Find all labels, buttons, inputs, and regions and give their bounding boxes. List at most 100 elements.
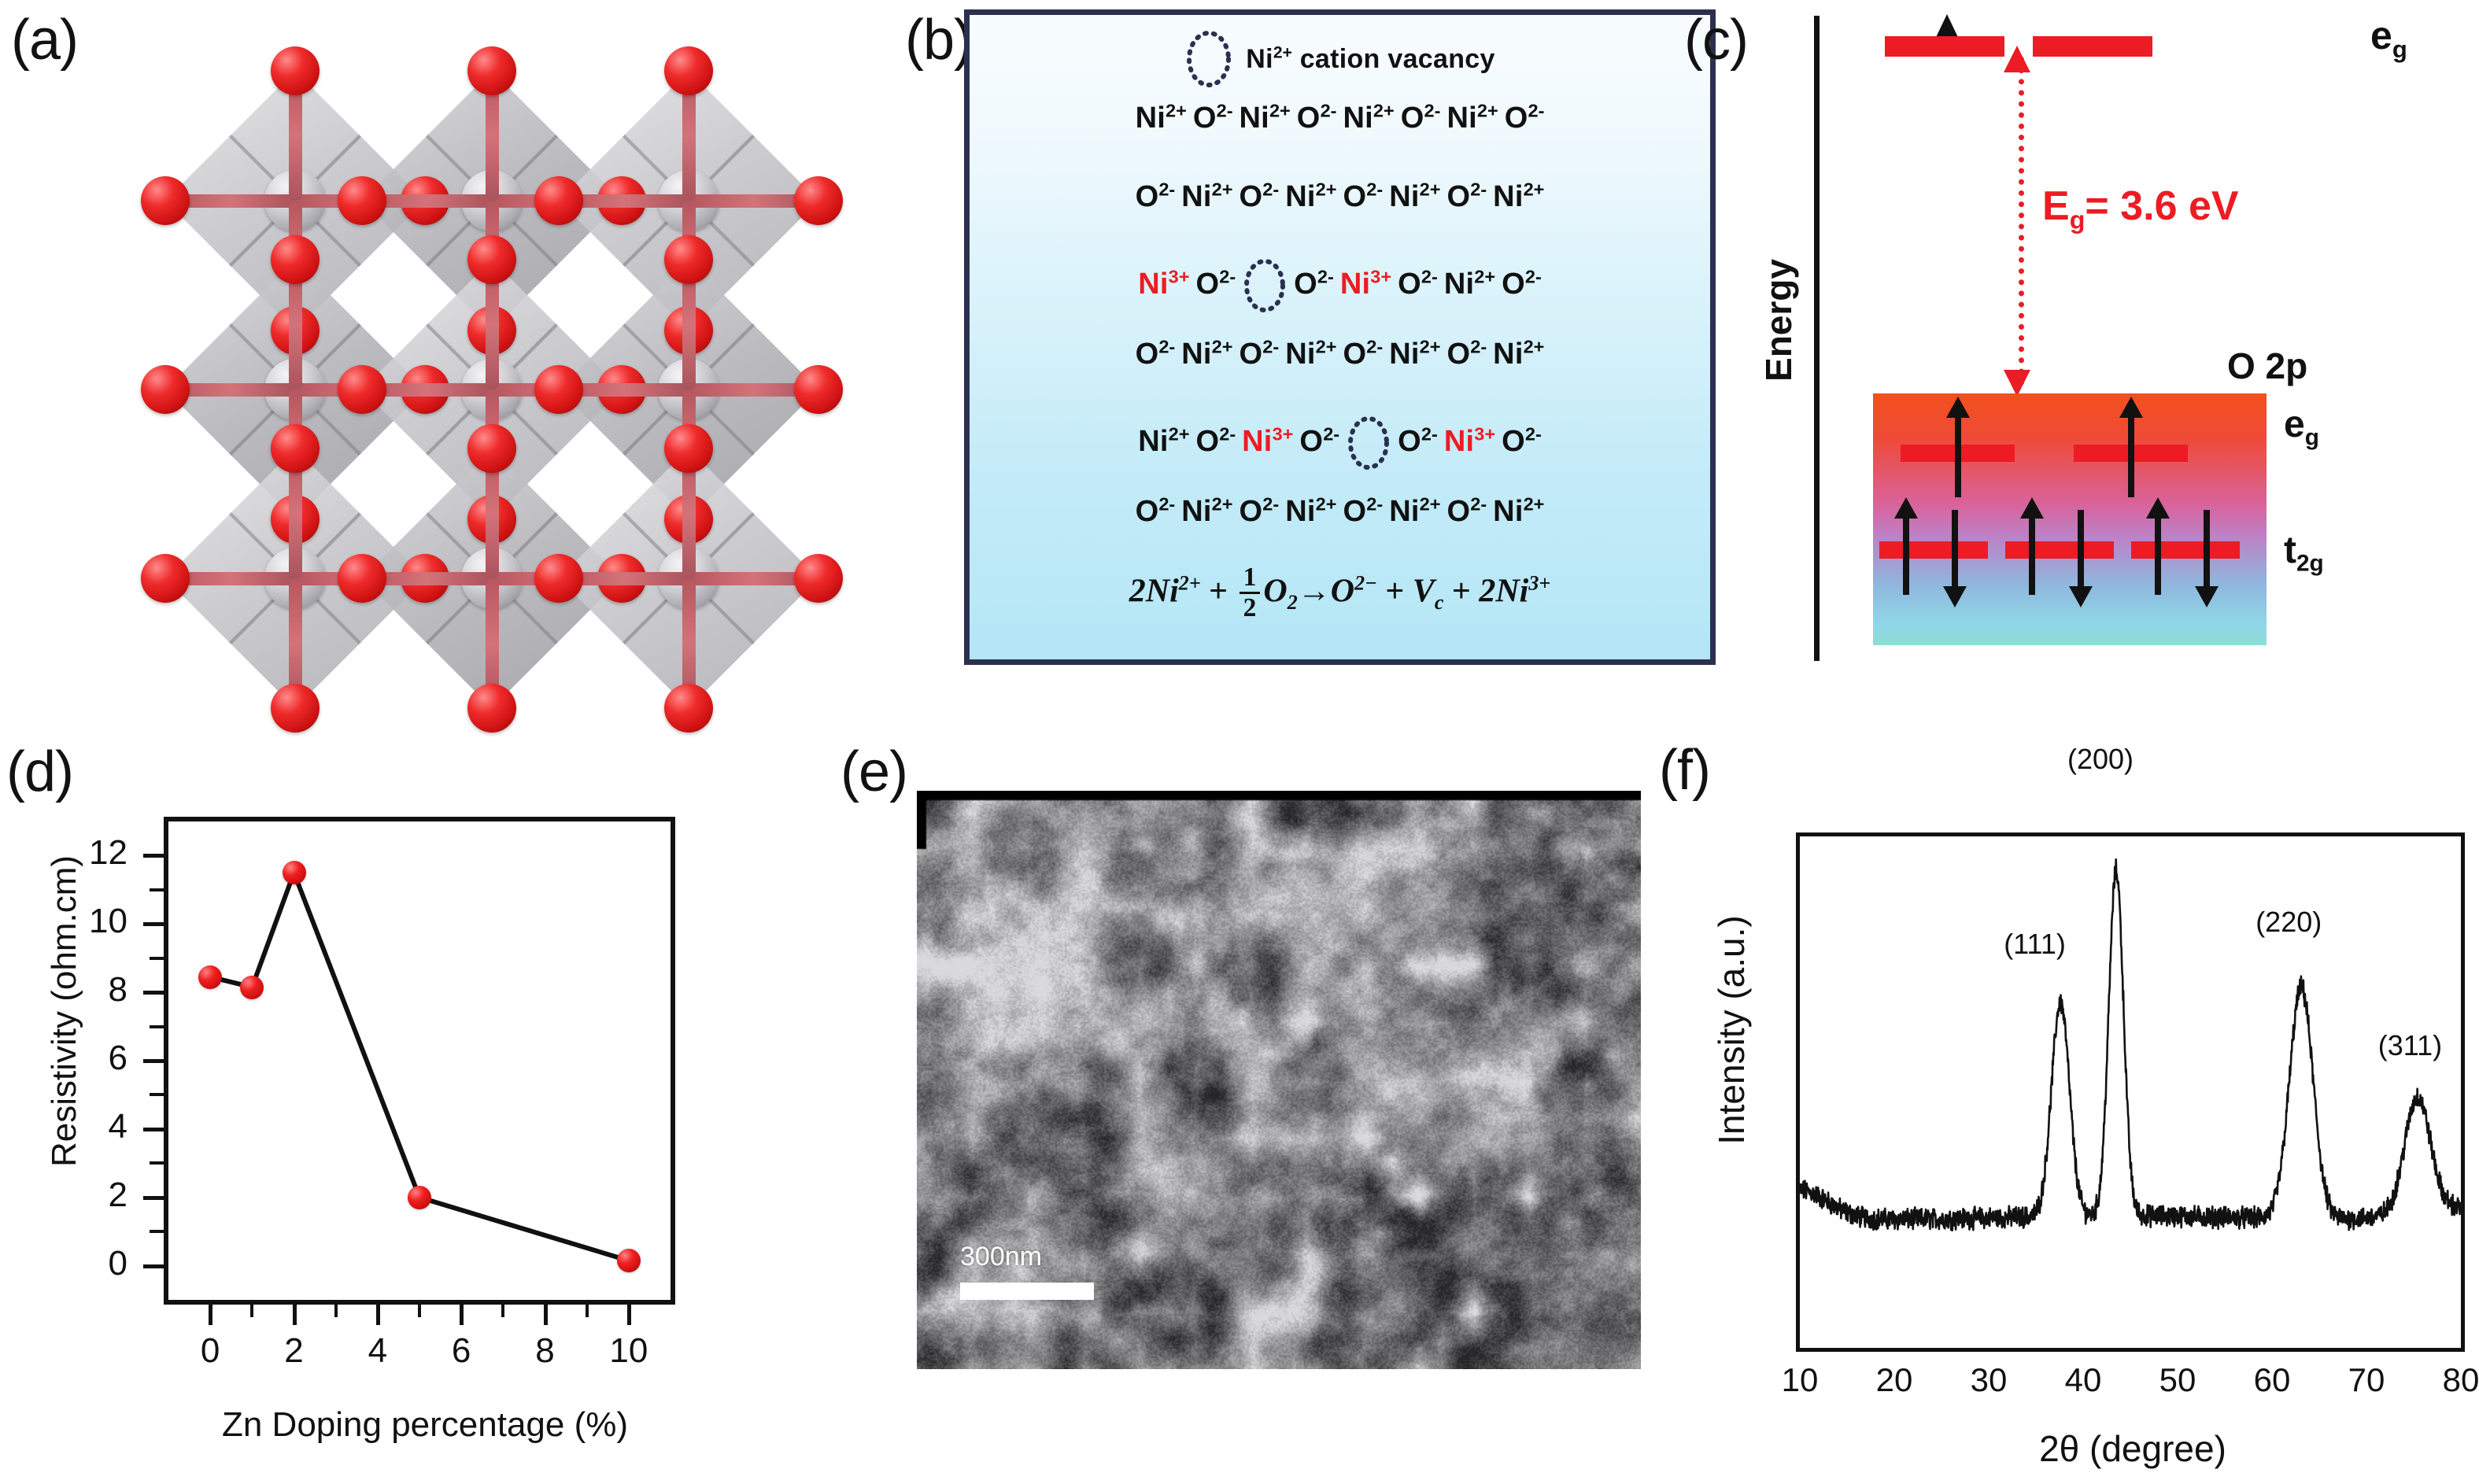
y-axis-minor-tick: [150, 1161, 164, 1165]
lattice-ion: Ni2+: [1389, 179, 1441, 213]
ni-o-bond: [485, 260, 499, 389]
oxygen-atom: [794, 176, 843, 225]
x-axis-tick: [209, 1305, 213, 1325]
resistivity-series: [209, 870, 630, 1263]
ni-o-bond: [165, 571, 295, 585]
resistivity-y-axis-label: Resistivity (ohm.cm): [45, 855, 83, 1168]
oxygen-atom: [271, 235, 320, 284]
vacancy-legend: Ni2+ cation vacancy: [970, 29, 1710, 89]
oxygen-atom: [141, 176, 190, 225]
panel-d-letter: (d): [6, 740, 74, 803]
resistivity-data-point: [408, 1185, 431, 1209]
energy-axis-label: Energy: [1758, 259, 1799, 382]
lattice-ion: Ni2+: [1493, 179, 1545, 213]
lattice-ion: O2-: [1502, 423, 1542, 459]
y-axis-tick-label: 2: [108, 1175, 127, 1214]
valence-band-block: [1873, 393, 2267, 645]
oxygen-atom: [338, 554, 386, 603]
y-axis-tick: [143, 1127, 164, 1131]
ni-o-bond: [682, 71, 696, 201]
ni-o-bond: [288, 578, 302, 708]
ni-o-bond: [288, 260, 302, 389]
lattice-row: Ni3+ O2- O2- Ni3+ O2- Ni2+ O2-: [970, 257, 1710, 314]
oxygen-atom: [794, 554, 843, 603]
t2g-sublevel-bar-1: [1879, 541, 1988, 559]
x-axis-tick-label: 50: [2159, 1361, 2196, 1398]
t2g-sublevel-bar-3: [2131, 541, 2240, 559]
ni-o-bond: [682, 449, 696, 578]
lattice-row: O2- Ni2+ O2- Ni2+ O2- Ni2+ O2- Ni2+: [970, 493, 1710, 529]
x-axis-minor-tick: [585, 1305, 589, 1317]
lattice-ion: Ni2+: [1493, 493, 1545, 528]
lattice-ion: Ni2+: [1389, 493, 1441, 528]
ni-o-bond: [689, 194, 818, 208]
lattice-ion: Ni2+: [1138, 423, 1190, 459]
panel-e-sem-image: (e) 300nm: [834, 732, 1653, 1484]
oxygen-atom: [534, 176, 583, 225]
lattice-ion: O2-: [1239, 336, 1280, 371]
oxygen-atom: [664, 684, 713, 733]
x-axis-tick-label: 6: [451, 1331, 471, 1370]
t2g-spin-up-3: [2146, 497, 2170, 595]
band-gap-value-label: Eg= 3.6 eV: [2042, 183, 2239, 234]
panel-e-letter: (e): [840, 740, 908, 803]
lattice-ion: O2-: [1446, 179, 1487, 213]
panel-c-letter: (c): [1684, 9, 1749, 72]
lattice-ion: Ni3+: [1138, 266, 1190, 301]
lattice-ion: O2-: [1195, 423, 1236, 459]
lattice-ion: O2-: [1398, 266, 1438, 301]
eg-level-bar-left: [1885, 36, 2004, 57]
eg-mid-label: eg: [2284, 404, 2319, 451]
x-axis-tick-label: 40: [2064, 1361, 2102, 1398]
cation-vacancy-icon: [1242, 259, 1288, 312]
ni-o-bond: [485, 449, 499, 578]
lattice-ion: O2-: [1135, 179, 1176, 213]
oxygen-atom: [271, 46, 320, 95]
lattice-ion: Ni3+: [1242, 423, 1294, 459]
panel-f-letter: (f): [1659, 739, 1711, 802]
ni-o-bond: [682, 260, 696, 389]
panel-c-band-diagram: (c) Energy eg Eg= 3.6 eV O 2p eg t2g: [1684, 0, 2479, 732]
x-axis-tick-label: 20: [1875, 1361, 1913, 1398]
y-axis-tick: [143, 922, 164, 927]
resistivity-data-point: [616, 1249, 641, 1273]
lattice-ion: Ni3+: [1339, 266, 1392, 301]
lattice-ion: Ni2+: [1135, 100, 1187, 135]
sem-micrograph: [917, 791, 1641, 1369]
oxygen-atom: [664, 424, 713, 473]
y-axis-minor-tick: [150, 1024, 164, 1028]
xrd-x-axis-label: 2θ (degree): [2039, 1428, 2226, 1469]
xrd-peak-label: (311): [2377, 1029, 2443, 1062]
lattice-ion: Ni2+: [1343, 100, 1395, 135]
defect-equation: 2Ni2+ + 1 2 O2→O2− + Vc + 2Ni3+: [1129, 563, 1551, 622]
lattice-ion: O2-: [1446, 493, 1487, 528]
x-axis-tick-label: 70: [2348, 1361, 2385, 1398]
lattice-ion: Ni2+: [1285, 179, 1337, 213]
x-axis-tick-label: 10: [609, 1331, 648, 1370]
ni-o-bond: [689, 571, 818, 585]
ni-o-bond: [485, 578, 499, 708]
y-axis-minor-tick: [150, 956, 164, 960]
sem-scale-bar: [960, 1283, 1094, 1300]
panel-b-vacancy-schematic: (b) Ni2+ cation vacancy Ni2+ O2- Ni2+ O2- Ni…: [897, 0, 1716, 732]
lattice-ion: O2-: [1299, 423, 1340, 459]
vacancy-legend-label: Ni2+ cation vacancy: [1246, 43, 1495, 74]
y-axis-minor-tick: [150, 888, 164, 892]
t2g-sublevel-bar-2: [2005, 541, 2114, 559]
sem-scale-bar-label: 300nm: [960, 1242, 1042, 1272]
ni-o-bond: [682, 578, 696, 708]
y-axis-tick-label: 12: [89, 833, 127, 873]
lattice-ion: O2-: [1239, 179, 1280, 213]
resistivity-plot-frame: [164, 817, 675, 1305]
t2g-spin-up-2: [2020, 497, 2044, 595]
oxygen-atom: [141, 365, 190, 414]
eg-level-bar-right: [2033, 36, 2152, 57]
lattice-ion: Ni2+: [1493, 336, 1545, 371]
t2g-spin-down-1: [1943, 510, 1967, 607]
lattice-ion: O2-: [1398, 423, 1438, 459]
y-axis-tick: [143, 854, 164, 858]
oxygen-atom: [534, 554, 583, 603]
x-axis-minor-tick: [418, 1305, 421, 1317]
oxygen-atom: [664, 46, 713, 95]
ni-o-bond: [165, 382, 295, 397]
